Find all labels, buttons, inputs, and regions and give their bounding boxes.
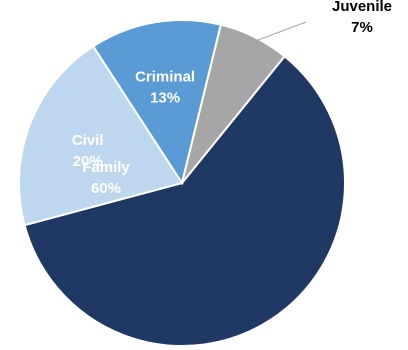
pie-slices [18, 19, 346, 347]
slice-label-name-family: Family [82, 159, 130, 176]
leader-line-juvenile [251, 21, 307, 43]
slice-label-name-criminal: Criminal [135, 68, 195, 85]
pie-slice-juvenile [181, 23, 286, 184]
pie-labels: Family 60% Civil 20% Criminal 13% Juvenile 7% [72, 0, 392, 197]
pie-slice-criminal [91, 19, 223, 186]
slice-label-value-criminal: 13% [150, 89, 180, 106]
pie-slice-civil [18, 44, 184, 227]
slice-label-value-civil: 20% [73, 153, 103, 170]
slice-label-name-civil: Civil [72, 132, 104, 149]
pie-slice-family [23, 54, 346, 347]
slice-label-value-family: 60% [91, 180, 121, 197]
slice-label-name-juvenile: Juvenile [332, 0, 392, 15]
slice-label-value-juvenile: 7% [351, 19, 373, 36]
